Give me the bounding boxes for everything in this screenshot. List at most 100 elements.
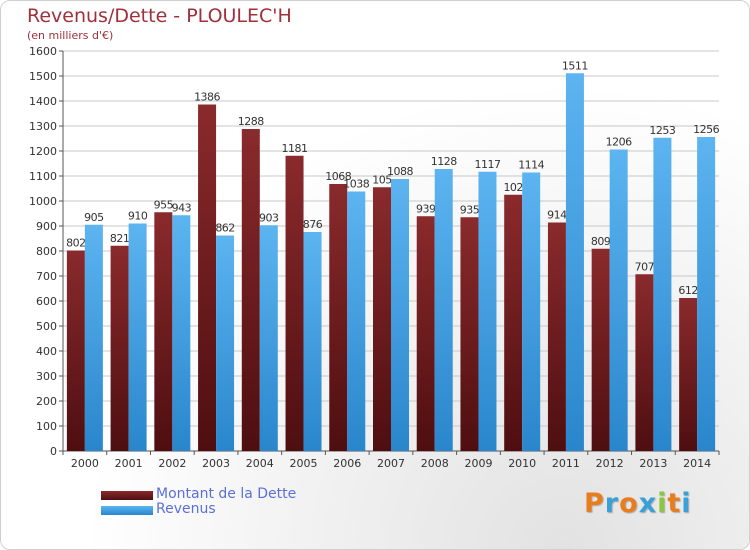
value-label-dette-2013: 707 (635, 260, 655, 273)
x-tick-label: 2007 (377, 457, 405, 470)
y-tick-label: 500 (36, 320, 57, 333)
x-tick-label: 2002 (158, 457, 186, 470)
bar-revenus-2001 (128, 223, 147, 451)
logo-letter: o (619, 488, 639, 519)
bar-revenus-2000 (84, 224, 103, 451)
logo-letter: x (638, 488, 658, 519)
bar-dette-2001 (110, 245, 129, 451)
value-label-dette-2012: 809 (591, 235, 611, 248)
x-tick-label: 2009 (464, 457, 492, 470)
legend-swatch-dette (101, 491, 153, 500)
x-tick-label: 2004 (246, 457, 274, 470)
value-label-dette-2009: 935 (460, 203, 480, 216)
value-label-revenus-2000: 905 (84, 211, 104, 224)
legend-swatch-revenus (101, 506, 153, 515)
bar-dette-2014 (679, 298, 698, 451)
bar-revenus-2014 (697, 137, 716, 451)
bar-dette-2012 (591, 248, 610, 451)
x-tick-label: 2012 (596, 457, 624, 470)
value-label-revenus-2014: 1256 (693, 123, 719, 136)
y-tick-label: 700 (36, 270, 57, 283)
value-label-revenus-2012: 1206 (606, 136, 632, 149)
value-label-revenus-2008: 1128 (431, 155, 457, 168)
bar-revenus-2004 (259, 225, 278, 451)
value-label-revenus-2003: 862 (215, 222, 235, 235)
y-tick-label: 400 (36, 345, 57, 358)
logo-letter: P (584, 488, 605, 519)
chart-title: Revenus/Dette - PLOULEC'H (27, 5, 292, 27)
y-tick-label: 1000 (29, 195, 57, 208)
y-tick-label: 200 (36, 395, 57, 408)
value-label-dette-2010: 102 (503, 181, 523, 194)
value-label-dette-2003: 1386 (194, 91, 220, 104)
value-label-dette-2008: 939 (416, 202, 436, 215)
bar-revenus-2003 (216, 235, 235, 451)
bar-dette-2013 (635, 274, 654, 451)
logo-letter: r (604, 488, 620, 519)
x-tick-label: 2001 (115, 457, 143, 470)
y-tick-label: 0 (50, 445, 57, 458)
bar-revenus-2010 (522, 172, 541, 451)
logo-letter: i (681, 488, 692, 519)
value-label-revenus-2004: 903 (259, 211, 279, 224)
x-tick-label: 2000 (71, 457, 99, 470)
bar-revenus-2013 (653, 137, 672, 451)
bar-dette-2006 (329, 184, 348, 451)
bar-dette-2004 (241, 129, 260, 451)
x-tick-label: 2013 (639, 457, 667, 470)
logo-letter: i (657, 488, 668, 519)
y-tick-label: 600 (36, 295, 57, 308)
y-tick-label: 900 (36, 220, 57, 233)
bar-dette-2000 (66, 250, 85, 451)
logo-letter: t (667, 488, 682, 519)
value-label-dette-2007: 105 (372, 173, 392, 186)
bar-dette-2009 (460, 217, 479, 451)
y-tick-label: 1400 (29, 95, 57, 108)
bar-revenus-2006 (347, 191, 366, 451)
value-label-dette-2001: 821 (110, 232, 130, 245)
value-label-dette-2004: 1288 (238, 115, 264, 128)
bar-dette-2003 (198, 104, 217, 451)
value-label-revenus-2013: 1253 (649, 124, 675, 137)
value-label-revenus-2001: 910 (128, 210, 148, 223)
bar-dette-2002 (154, 212, 173, 451)
value-label-revenus-2010: 1114 (518, 159, 544, 172)
value-label-revenus-2007: 1088 (387, 165, 413, 178)
x-tick-label: 2006 (333, 457, 361, 470)
chart-subtitle: (en milliers d'€) (27, 29, 114, 42)
value-label-revenus-2005: 876 (303, 218, 323, 231)
bar-revenus-2005 (303, 232, 322, 451)
bar-dette-2010 (504, 194, 523, 451)
bar-revenus-2008 (434, 169, 453, 451)
y-tick-label: 1500 (29, 70, 57, 83)
y-tick-label: 300 (36, 370, 57, 383)
x-tick-label: 2011 (552, 457, 580, 470)
bar-revenus-2002 (172, 215, 191, 451)
value-label-revenus-2009: 1117 (474, 158, 500, 171)
value-label-dette-2005: 1181 (282, 142, 308, 155)
bar-dette-2008 (416, 216, 435, 451)
bar-dette-2007 (373, 187, 391, 451)
y-tick-label: 800 (36, 245, 57, 258)
value-label-revenus-2006: 1038 (343, 178, 369, 191)
proxiti-logo: Proxiti (584, 488, 692, 519)
value-label-dette-2014: 612 (678, 284, 698, 297)
legend-label-revenus: Revenus (156, 501, 216, 517)
y-tick-label: 1600 (29, 45, 57, 58)
bar-revenus-2012 (609, 149, 628, 451)
bar-revenus-2009 (478, 171, 497, 451)
bar-revenus-2007 (391, 179, 409, 451)
value-label-revenus-2011: 1511 (562, 59, 588, 72)
bar-dette-2011 (547, 222, 566, 451)
value-label-dette-2002: 955 (154, 198, 174, 211)
value-label-dette-2006: 1068 (325, 170, 351, 183)
bar-dette-2005 (285, 155, 304, 451)
value-label-dette-2011: 914 (547, 209, 567, 222)
x-tick-label: 2003 (202, 457, 230, 470)
x-tick-label: 2010 (508, 457, 536, 470)
value-label-dette-2000: 802 (66, 237, 86, 250)
x-tick-label: 2008 (421, 457, 449, 470)
legend-label-dette: Montant de la Dette (156, 486, 297, 502)
